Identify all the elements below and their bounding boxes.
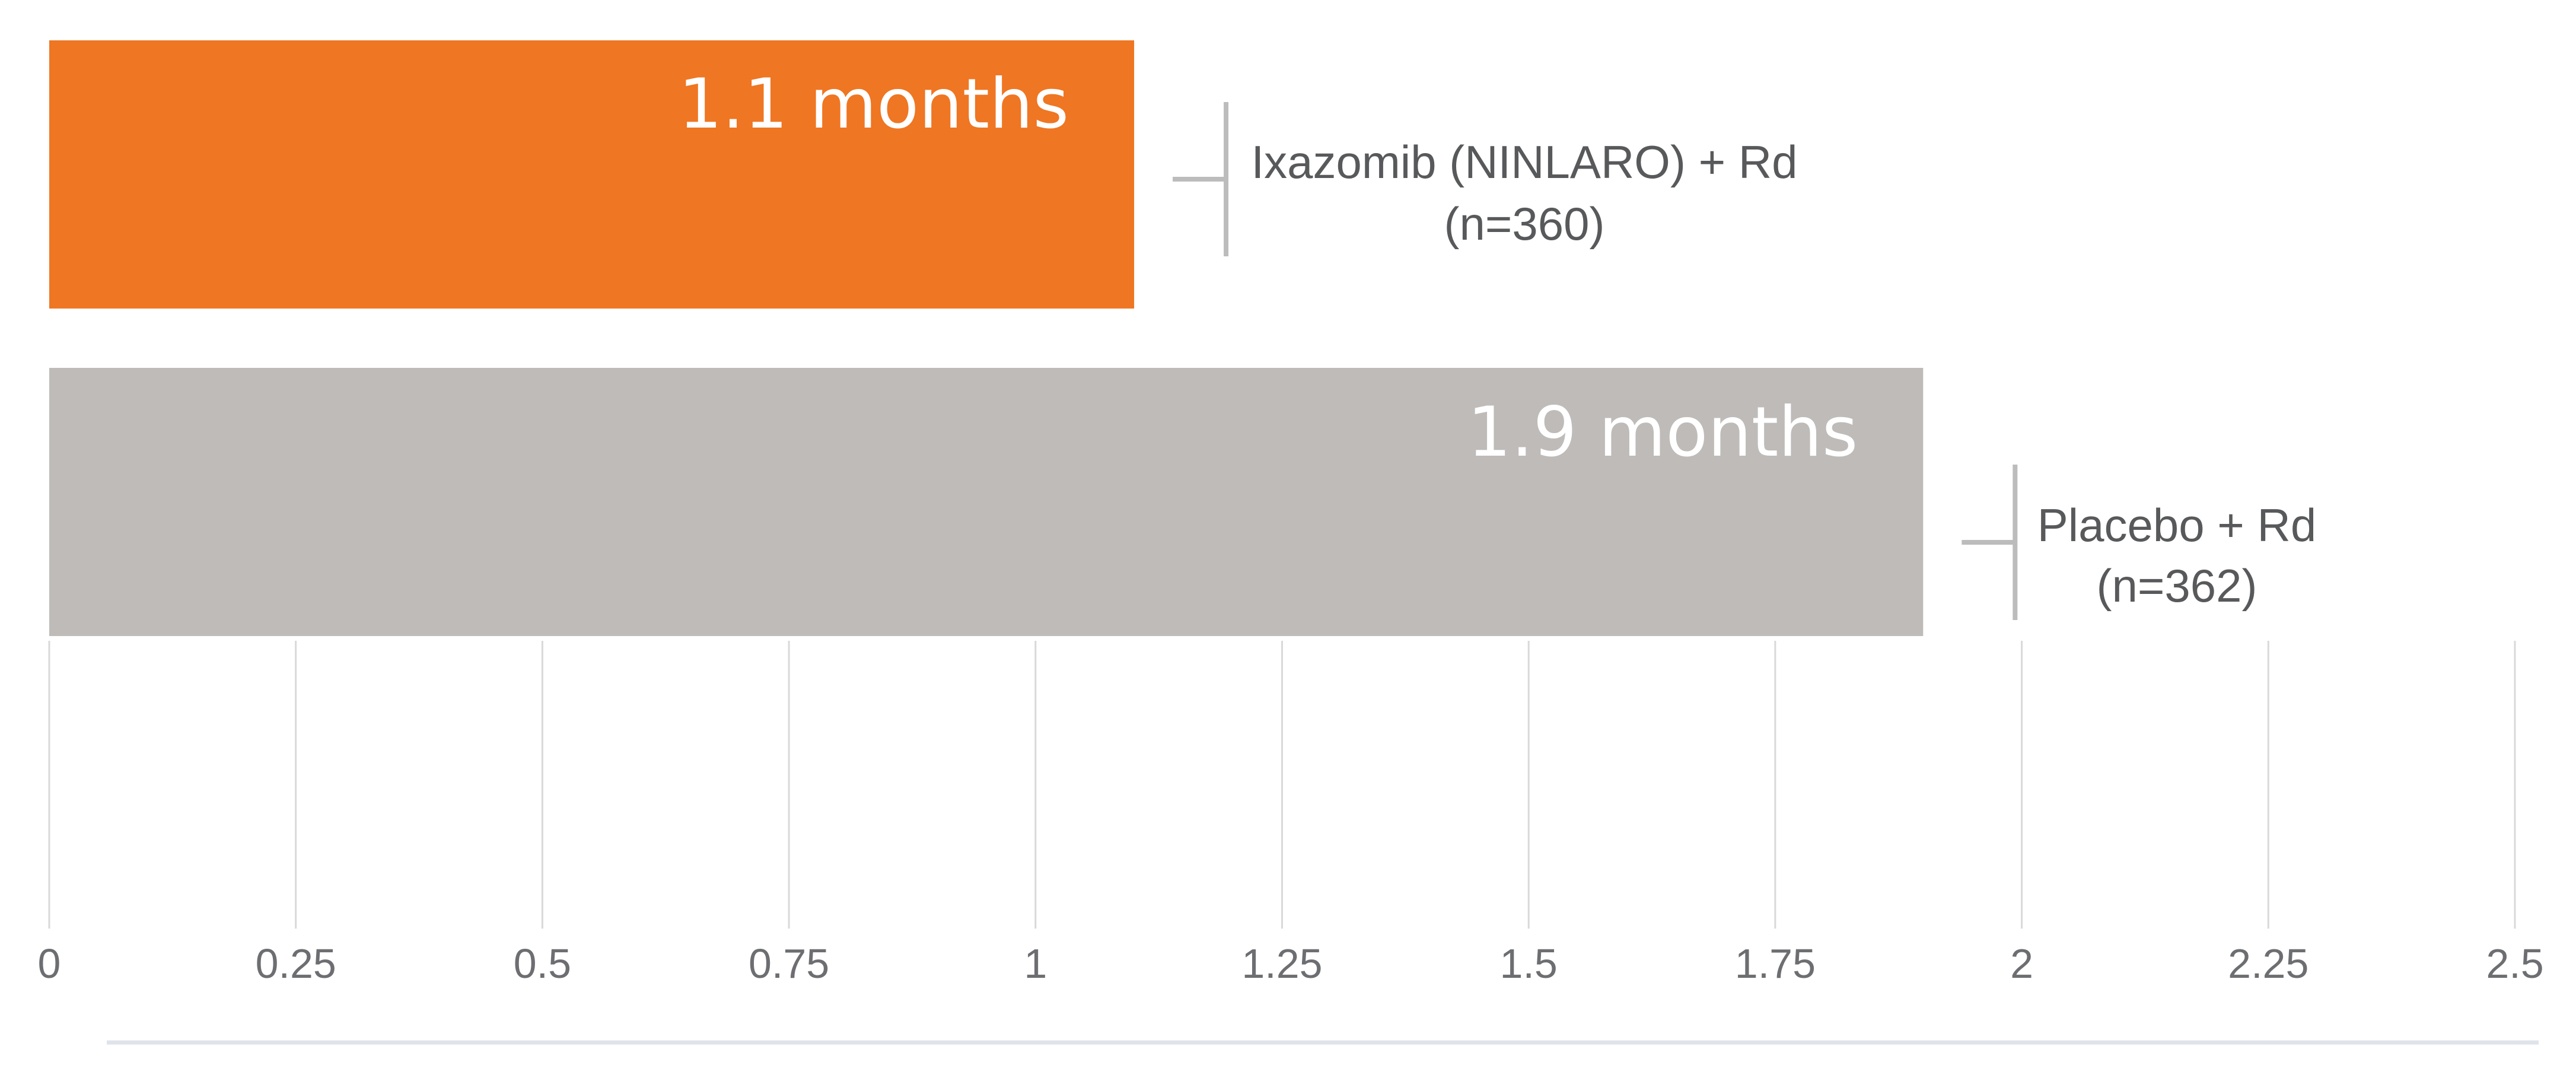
bar-value-label: 1.1 months bbox=[679, 64, 1069, 144]
series-label-line2: (n=360) bbox=[1444, 198, 1604, 250]
x-tick-label: 2 bbox=[2010, 940, 2033, 987]
x-tick-label: 0.5 bbox=[514, 940, 571, 987]
x-tick-label: 1.5 bbox=[1500, 940, 1558, 987]
x-tick-label: 1 bbox=[1024, 940, 1047, 987]
x-tick-label: 0.75 bbox=[749, 940, 829, 987]
series-label-line1: Ixazomib (NINLARO) + Rd bbox=[1251, 136, 1797, 188]
x-tick-label: 1.75 bbox=[1735, 940, 1816, 987]
series-labels: Ixazomib (NINLARO) + Rd (n=360) Placebo + … bbox=[1173, 102, 2316, 620]
series-label-line2: (n=362) bbox=[2096, 560, 2257, 612]
series-label-line1: Placebo + Rd bbox=[2037, 499, 2316, 551]
x-tick-label: 2.25 bbox=[2228, 940, 2308, 987]
x-axis-ticks: 0 0.25 0.5 0.75 1 1.25 1.5 1.75 2 2.25 2.5 bbox=[38, 940, 2544, 987]
bar-2 bbox=[49, 368, 1924, 636]
bar-value-label: 1.9 months bbox=[1467, 392, 1858, 472]
x-tick-label: 2.5 bbox=[2486, 940, 2543, 987]
x-tick-label: 1.25 bbox=[1241, 940, 1322, 987]
bar-1 bbox=[49, 40, 1135, 309]
x-tick-label: 0 bbox=[38, 940, 61, 987]
x-tick-label: 0.25 bbox=[256, 940, 336, 987]
gridlines bbox=[48, 641, 2516, 929]
bars: 1.1 months 1.9 months bbox=[49, 40, 1924, 636]
